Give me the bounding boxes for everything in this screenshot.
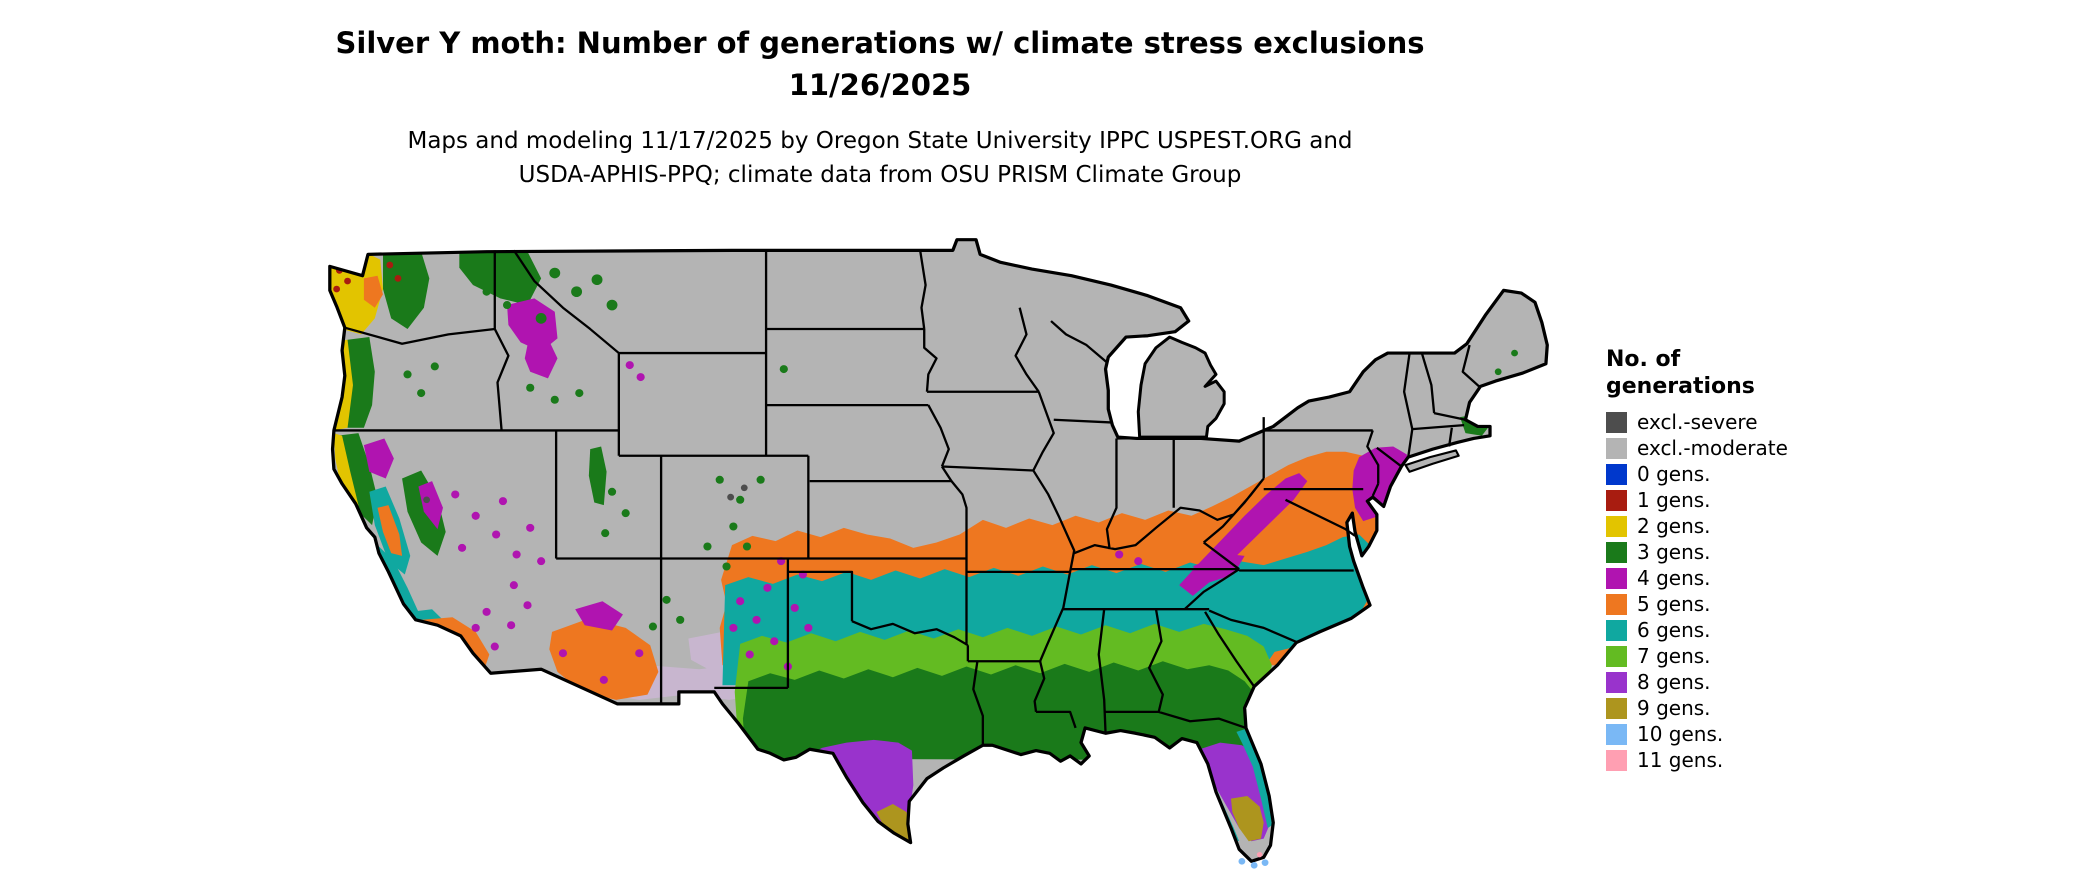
legend-item: 8 gens. bbox=[1606, 669, 1886, 695]
legend-title-line1: No. of bbox=[1606, 347, 1681, 372]
legend-item: excl.-moderate bbox=[1606, 435, 1886, 461]
legend-label: 8 gens. bbox=[1637, 670, 1711, 694]
legend-item: 1 gens. bbox=[1606, 487, 1886, 513]
long-island bbox=[1404, 449, 1460, 473]
legend-swatch bbox=[1606, 515, 1627, 537]
page-title: Silver Y moth: Number of generations w/ … bbox=[335, 26, 1425, 60]
zone-6gens-florida-coast bbox=[1198, 729, 1272, 842]
legend-swatch bbox=[1606, 541, 1627, 563]
legend-swatch bbox=[1606, 697, 1627, 719]
zone-3gens-oregon-range bbox=[347, 337, 375, 428]
zone-6gens-central-coast bbox=[377, 545, 419, 619]
subtitle-line1: Maps and modeling 11/17/2025 by Oregon S… bbox=[407, 128, 1353, 154]
legend-label: excl.-moderate bbox=[1637, 436, 1788, 460]
michigan-peninsula bbox=[1136, 335, 1226, 439]
speckles-magenta bbox=[451, 361, 1405, 684]
zone-3gens-cascades bbox=[382, 251, 430, 330]
legend-label: excl.-severe bbox=[1637, 410, 1758, 434]
legend-item: 7 gens. bbox=[1606, 643, 1886, 669]
legend-label: 9 gens. bbox=[1637, 696, 1711, 720]
legend-item: 11 gens. bbox=[1606, 747, 1886, 773]
page-title-date: 11/26/2025 bbox=[788, 68, 972, 102]
zone-9gens-texas-tip bbox=[876, 803, 911, 842]
legend-item: 10 gens. bbox=[1606, 721, 1886, 747]
legend-item: 2 gens. bbox=[1606, 513, 1886, 539]
legend-label: 6 gens. bbox=[1637, 618, 1711, 642]
speckles-green bbox=[403, 267, 1518, 631]
legend-item: 0 gens. bbox=[1606, 461, 1886, 487]
legend-swatch bbox=[1606, 437, 1627, 459]
us-map bbox=[323, 225, 1550, 892]
zone-3gens-wasatch bbox=[588, 446, 607, 506]
legend-item: 6 gens. bbox=[1606, 617, 1886, 643]
legend-label: 4 gens. bbox=[1637, 566, 1711, 590]
legend-item: excl.-severe bbox=[1606, 409, 1886, 435]
zone-3gens-sierra bbox=[402, 470, 446, 556]
legend-title-line2: generations bbox=[1606, 374, 1755, 399]
legend-swatch bbox=[1606, 489, 1627, 511]
zone-5gens-puget bbox=[363, 275, 383, 308]
legend-item: 4 gens. bbox=[1606, 565, 1886, 591]
legend-swatch bbox=[1606, 645, 1627, 667]
legend-label: 2 gens. bbox=[1637, 514, 1711, 538]
zone-3gens-norcal bbox=[336, 433, 378, 526]
zone-5gens-arizona bbox=[549, 618, 659, 700]
zone-4gens-trinity bbox=[363, 438, 394, 479]
legend-label: 10 gens. bbox=[1637, 722, 1724, 746]
legend-swatch bbox=[1606, 567, 1627, 589]
legend-items: excl.-severe excl.-moderate 0 gens. 1 gens.… bbox=[1606, 409, 1886, 773]
legend-label: 3 gens. bbox=[1637, 540, 1711, 564]
legend-swatch bbox=[1606, 723, 1627, 745]
zone-9gens-florida bbox=[1230, 795, 1264, 842]
speckles-severe bbox=[423, 484, 748, 504]
legend-swatch bbox=[1606, 411, 1627, 433]
legend-label: 5 gens. bbox=[1637, 592, 1711, 616]
legend-item: 9 gens. bbox=[1606, 695, 1886, 721]
legend-swatch bbox=[1606, 619, 1627, 641]
legend-item: 3 gens. bbox=[1606, 539, 1886, 565]
legend-label: 7 gens. bbox=[1637, 644, 1711, 668]
florida-keys-specks bbox=[1238, 851, 1269, 869]
legend: No. of generations excl.-severe excl.-mod… bbox=[1606, 346, 1886, 773]
legend-swatch bbox=[1606, 749, 1627, 771]
zone-3gens-inland-northwest bbox=[459, 251, 542, 306]
zone-4gens-appalachia bbox=[1179, 473, 1308, 596]
legend-swatch bbox=[1606, 463, 1627, 485]
subtitle-line2: USDA-APHIS-PPQ; climate data from OSU PR… bbox=[518, 162, 1242, 188]
state-borders bbox=[333, 249, 1480, 746]
legend-label: 1 gens. bbox=[1637, 488, 1711, 512]
legend-title: No. of generations bbox=[1606, 346, 1886, 400]
legend-swatch bbox=[1606, 593, 1627, 615]
zone-4gens-mogollon bbox=[575, 601, 623, 631]
zone-5gens-central-valley bbox=[377, 505, 403, 556]
legend-label: 11 gens. bbox=[1637, 748, 1724, 772]
legend-swatch bbox=[1606, 671, 1627, 693]
legend-item: 5 gens. bbox=[1606, 591, 1886, 617]
legend-label: 0 gens. bbox=[1637, 462, 1711, 486]
zone-4gens-sierra-crest bbox=[418, 481, 443, 530]
us-map-svg bbox=[328, 238, 1549, 869]
